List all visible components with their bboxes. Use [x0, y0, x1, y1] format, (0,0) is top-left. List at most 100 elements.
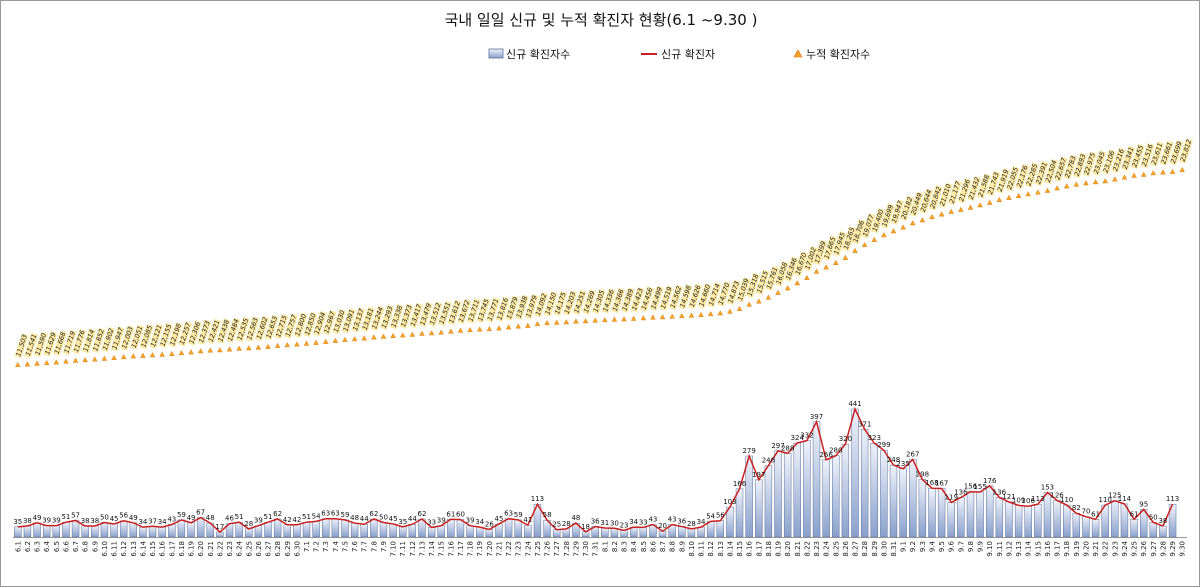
cumulative-label-bg-8.9	[678, 284, 693, 310]
bar-label-8.1: 31	[600, 519, 609, 527]
bar-label-6.12: 56	[119, 512, 128, 520]
bar-label-9.8: 156	[964, 483, 978, 491]
bar-label-6.8: 38	[81, 517, 90, 525]
bar-label-9.10: 176	[983, 477, 997, 485]
x-tick-9.27: 9.27	[1150, 541, 1158, 557]
bar-9.1	[899, 468, 907, 538]
cumulative-label-bg-9.20	[1082, 151, 1097, 177]
bar-label-9.1: 235	[896, 460, 909, 468]
bar-label-7.21: 45	[494, 515, 503, 523]
cumulative-marker-8.12	[707, 311, 714, 317]
cumulative-marker-8.27	[852, 247, 858, 253]
x-tick-8.24: 8.24	[823, 540, 831, 556]
cumulative-label-bg-7.28	[562, 290, 578, 316]
cumulative-marker-9.2	[910, 220, 916, 226]
x-tick-7.5: 7.5	[341, 541, 349, 552]
bar-7.4	[331, 518, 340, 538]
x-tick-6.19: 6.19	[188, 541, 196, 557]
bar-label-6.6: 51	[61, 513, 70, 521]
bar-label-6.23: 46	[225, 515, 234, 523]
x-tick-8.8: 8.8	[669, 541, 677, 552]
bar-label-9.21: 61	[1091, 510, 1100, 518]
cumulative-marker-9.1	[900, 224, 906, 230]
bar-label-9.9: 155	[973, 483, 986, 491]
cumulative-label-bg-8.28	[861, 213, 876, 239]
bar-9.28	[1159, 525, 1167, 538]
bar-9.15	[1034, 503, 1042, 538]
cumulative-marker-6.13	[130, 353, 137, 359]
bar-6.9	[91, 525, 99, 538]
bar-6.26	[254, 525, 263, 538]
bar-7.19	[475, 526, 484, 538]
cumulative-marker-7.20	[486, 326, 493, 332]
cumulative-marker-7.17	[457, 327, 464, 333]
cumulative-marker-8.10	[688, 312, 695, 318]
x-tick-8.29: 8.29	[871, 541, 879, 557]
x-tick-6.15: 6.15	[149, 541, 157, 557]
bar-label-6.7: 57	[71, 511, 80, 519]
x-tick-8.22: 8.22	[803, 541, 811, 557]
bar-8.3	[620, 530, 628, 538]
bar-label-6.14: 34	[138, 518, 147, 526]
bar-7.3	[322, 518, 330, 538]
bar-label-9.28: 38	[1158, 517, 1167, 525]
bar-9.9	[976, 491, 984, 538]
bar-label-6.16: 34	[158, 518, 167, 526]
x-tick-7.17: 7.17	[457, 541, 465, 557]
cumulative-label-bg-8.30	[880, 203, 895, 229]
bar-label-6.30: 42	[292, 516, 301, 524]
cumulative-marker-9.15	[1035, 189, 1041, 195]
bar-label-7.24: 41	[523, 516, 532, 524]
cumulative-label-bg-6.8	[81, 328, 96, 354]
x-tick-8.1: 8.1	[601, 541, 609, 552]
bar-7.2	[312, 521, 320, 538]
bar-label-6.29: 42	[283, 516, 292, 524]
cumulative-label-bg-7.31	[591, 288, 606, 315]
x-tick-6.6: 6.6	[62, 540, 70, 552]
cumulative-label-bg-7.2	[312, 311, 327, 337]
cumulative-label-bg-7.15	[437, 300, 453, 326]
cumulative-marker-7.22	[505, 324, 512, 330]
bar-label-8.20: 288	[781, 444, 794, 452]
bar-label-6.27: 51	[264, 513, 273, 521]
bar-label-6.15: 37	[148, 517, 157, 525]
bar-9.13	[1014, 505, 1023, 538]
cumulative-label-bg-7.4	[332, 309, 347, 335]
cumulative-label-bg-8.13	[716, 281, 732, 307]
bar-label-8.27: 441	[848, 400, 861, 408]
cumulative-marker-6.19	[188, 349, 194, 355]
cumulative-label-bg-7.21	[495, 296, 510, 322]
cumulative-marker-8.7	[659, 314, 666, 320]
bar-label-8.8: 43	[668, 516, 677, 524]
bar-6.29	[283, 524, 291, 538]
bar-label-6.24: 51	[235, 513, 244, 521]
x-tick-9.6: 9.6	[948, 540, 956, 552]
bar-label-8.25: 280	[829, 447, 842, 455]
cumulative-label-bg-7.19	[476, 297, 491, 323]
bar-7.14	[427, 527, 436, 538]
cumulative-marker-8.31	[890, 228, 897, 234]
cumulative-label-bg-9.16	[1044, 158, 1059, 185]
bar-label-9.11: 136	[993, 489, 1007, 497]
cumulative-label-bg-6.4	[43, 331, 58, 357]
bar-label-8.14: 103	[723, 498, 736, 506]
bar-7.11	[399, 526, 407, 538]
x-tick-7.23: 7.23	[515, 541, 523, 557]
cumulative-label-bg-9.24	[1121, 145, 1136, 171]
bar-7.24	[524, 524, 532, 538]
bar-label-7.18: 39	[466, 517, 475, 525]
x-tick-6.16: 6.16	[159, 540, 167, 556]
cumulative-label-bg-9.8	[967, 175, 982, 202]
bar-6.28	[273, 518, 282, 538]
x-tick-7.3: 7.3	[322, 541, 330, 552]
bar-8.22	[803, 440, 811, 538]
x-tick-7.20: 7.20	[486, 541, 494, 557]
bar-6.8	[81, 525, 89, 538]
bar-label-8.18: 246	[762, 457, 776, 465]
cumulative-marker-9.30	[1179, 166, 1185, 173]
cumulative-marker-6.20	[197, 348, 204, 354]
x-tick-8.26: 8.26	[842, 540, 850, 556]
bar-label-9.24: 114	[1118, 495, 1132, 503]
bar-7.5	[341, 519, 349, 538]
